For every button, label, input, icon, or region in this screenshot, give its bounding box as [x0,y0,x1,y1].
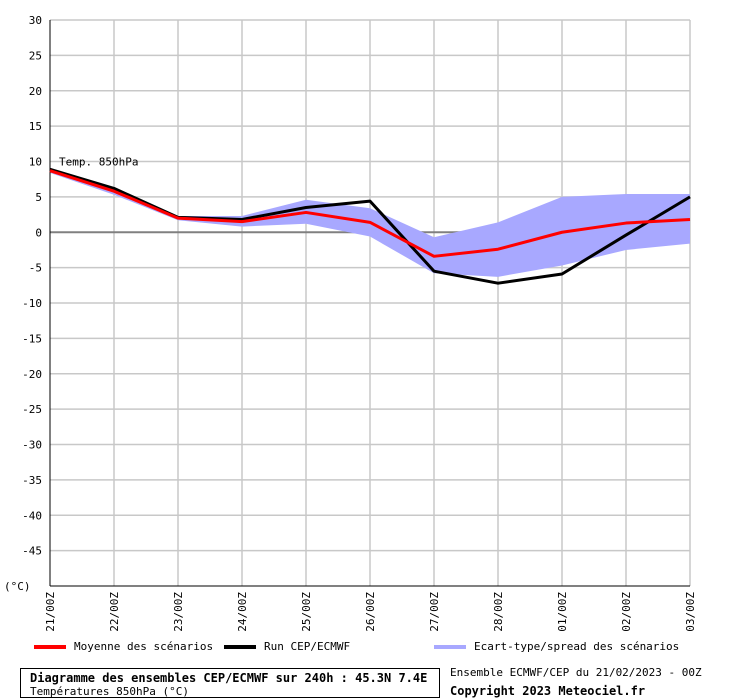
chart-title: Diagramme des ensembles CEP/ECMWF sur 24… [30,671,428,685]
copyright: Copyright 2023 Meteociel.fr [450,684,646,698]
legend-swatch-run [224,645,256,649]
y-tick-label: -45 [22,545,42,558]
x-tick-label: 26/00Z [364,592,377,632]
legend-label-run: Run CEP/ECMWF [264,640,351,653]
x-tick-label: 24/00Z [236,592,249,632]
legend-mean: Moyenne des scénarios [34,640,214,654]
y-unit-label: (°C) [4,580,31,593]
y-tick-label: -5 [29,262,42,275]
x-tick-label: 01/00Z [556,592,569,632]
ensemble-chart: 30 25 20 15 10 5 0 -5 -10 -15 -20 -25 -30 -35 -40 -45 21… [4,14,697,632]
x-tick-label: 25/00Z [300,592,313,632]
x-tick-label: 03/00Z [684,592,697,632]
y-tick-label: -30 [22,439,42,452]
y-tick-label: 0 [35,226,42,239]
x-tick-label: 28/00Z [492,592,505,632]
y-tick-label: -20 [22,368,42,381]
legend-run: Run CEP/ECMWF [224,640,384,654]
legend-swatch-mean [34,645,66,649]
series-annotation: Temp. 850hPa [59,156,138,169]
chart-subtitle: Températures 850hPa (°C) [30,685,189,698]
legend-spread: Ecart-type/spread des scénarios [434,640,734,654]
chart-title-box: Diagramme des ensembles CEP/ECMWF sur 24… [20,668,440,698]
y-tick-label: -40 [22,509,42,522]
run-info: Ensemble ECMWF/CEP du 21/02/2023 - 00Z [450,666,702,679]
y-tick-label: 30 [29,14,42,27]
y-tick-label: -15 [22,332,42,345]
y-tick-label: -10 [22,297,42,310]
legend-label-mean: Moyenne des scénarios [74,640,214,653]
x-tick-label: 23/00Z [172,592,185,632]
legend-swatch-spread [434,645,466,649]
x-tick-label: 27/00Z [428,592,441,632]
y-tick-label: 10 [29,156,42,169]
y-tick-label: -25 [22,403,42,416]
y-tick-label: 15 [29,120,42,133]
y-tick-label: -35 [22,474,42,487]
legend-label-spread: Ecart-type/spread des scénarios [474,640,680,653]
x-tick-label: 22/00Z [108,592,121,632]
series-line-mean [49,169,691,258]
y-tick-label: 25 [29,49,42,62]
y-tick-label: 5 [35,191,42,204]
x-tick-label: 21/00Z [44,592,57,632]
x-tick-label: 02/00Z [620,592,633,632]
y-tick-label: 20 [29,85,42,98]
